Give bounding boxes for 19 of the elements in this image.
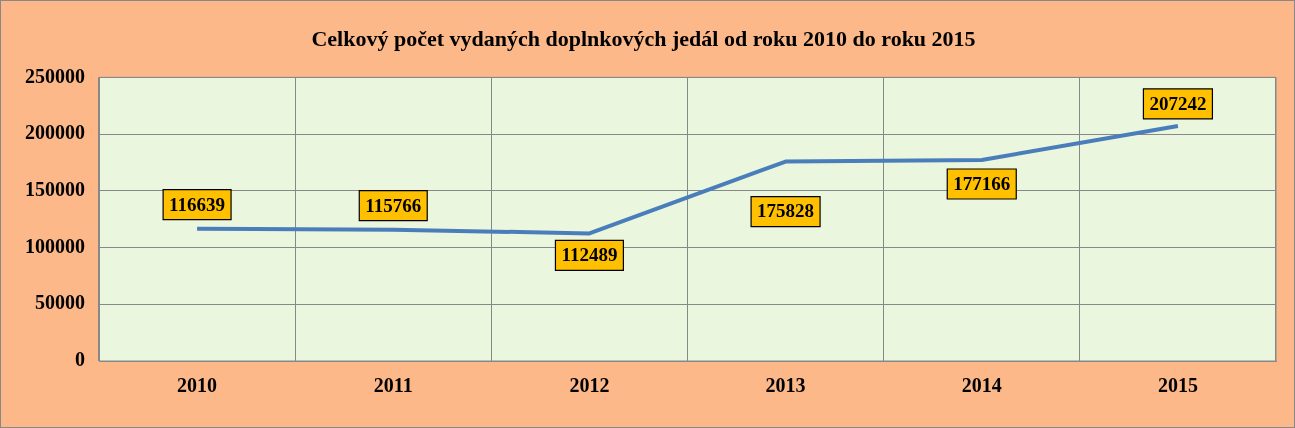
x-tick-label: 2010 — [177, 374, 218, 397]
chart-title: Celkový počet vydaných doplnkových jedál od roku 2010 do roku 2015 — [311, 25, 976, 51]
x-tick-label: 2011 — [373, 374, 413, 397]
x-tick-label: 2015 — [1157, 374, 1198, 397]
x-tick-label: 2013 — [765, 374, 806, 397]
y-tick-label: 200000 — [25, 121, 85, 144]
y-tick-label: 0 — [75, 348, 85, 371]
y-tick-label: 150000 — [25, 178, 85, 201]
data-label: 177166 — [953, 172, 1011, 194]
x-tick-label: 2012 — [569, 374, 610, 397]
data-label: 175828 — [757, 200, 815, 222]
y-tick-label: 250000 — [25, 64, 85, 87]
y-tick-label: 50000 — [35, 291, 85, 314]
data-label: 116639 — [169, 193, 226, 215]
x-tick-label: 2014 — [961, 374, 1002, 397]
data-label: 207242 — [1149, 92, 1207, 114]
y-tick-label: 100000 — [25, 234, 85, 257]
data-label: 115766 — [365, 194, 422, 216]
data-label: 112489 — [561, 244, 618, 266]
